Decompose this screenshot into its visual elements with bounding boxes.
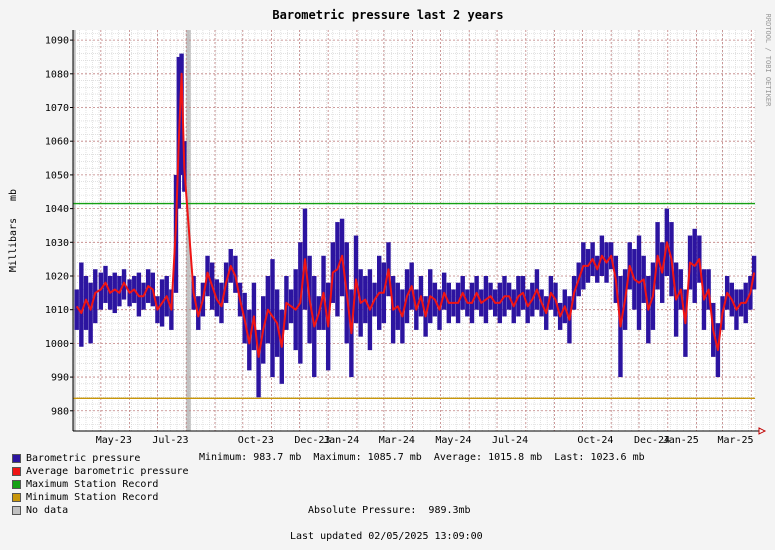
legend-swatch: [12, 506, 21, 515]
x-tick-label: Jul-23: [152, 435, 188, 446]
last-value: 1023.6 mb: [590, 452, 645, 463]
last-updated-label: Last updated: [290, 531, 363, 542]
legend-label: Barometric pressure: [26, 453, 141, 464]
pressure-range-bar: [83, 275, 89, 330]
absolute-pressure-value: 989.3mb: [428, 505, 471, 516]
pressure-range-bar: [79, 262, 84, 347]
y-tick-label: 1060: [45, 137, 69, 148]
y-tick-labels: 980 990 1000 1010 1020 1030 1040 1050 1060 1070 10…: [45, 36, 73, 417]
pressure-chart: Barometric pressure last 2 years Milliba…: [8, 8, 772, 446]
legend-swatch: [12, 467, 21, 476]
watermark: RRDTOOL / TOBI OETIKER: [764, 14, 772, 108]
y-axis-label: Millibars: [8, 218, 19, 272]
legend: Barometric pressure Average barometric p…: [12, 452, 189, 517]
legend-item-pressure: Barometric pressure: [12, 452, 189, 465]
x-tick-label: May-24: [435, 435, 471, 446]
pressure-range-bar: [88, 282, 93, 344]
legend-item-average: Average barometric pressure: [12, 465, 189, 478]
y-tick-label: 1070: [45, 103, 69, 114]
y-tick-label: 980: [51, 406, 69, 417]
legend-label: Minimum Station Record: [26, 492, 159, 503]
y-tick-label: 1040: [45, 204, 69, 215]
x-tick-label: Dec-23: [294, 435, 330, 446]
y-tick-label: 1050: [45, 170, 69, 181]
average-pressure-line: [75, 72, 756, 358]
summary-stats: Minimum: 983.7 mb Maximum: 1085.7 mb Ave…: [199, 452, 645, 463]
maximum-label: Maximum:: [313, 452, 362, 463]
y-tick-label: 1090: [45, 36, 69, 47]
x-tick-label: Jul-24: [492, 435, 528, 446]
maximum-value: 1085.7 mb: [367, 452, 422, 463]
x-tick-label: Jan-24: [323, 435, 359, 446]
axes: [72, 30, 767, 435]
x-tick-label: Jan-25: [663, 435, 699, 446]
y-tick-label: 1030: [45, 238, 69, 249]
x-tick-label: Oct-23: [238, 435, 274, 446]
x-tick-label: Mar-24: [379, 435, 415, 446]
y-tick-label: 1020: [45, 271, 69, 282]
legend-swatch: [12, 480, 21, 489]
pressure-range-bar: [256, 329, 261, 398]
x-tick-label: Dec-24: [634, 435, 670, 446]
legend-item-max-record: Maximum Station Record: [12, 478, 189, 491]
last-updated: Last updated 02/05/2025 13:09:00: [290, 531, 483, 542]
last-updated-value: 02/05/2025 13:09:00: [368, 531, 483, 542]
pressure-range-bar: [441, 272, 447, 310]
average-line: [75, 72, 756, 358]
x-tick-label: Mar-25: [717, 435, 753, 446]
absolute-pressure-label: Absolute Pressure:: [308, 505, 417, 516]
y-tick-label: 1080: [45, 69, 69, 80]
pressure-range-bar: [179, 53, 184, 175]
chart-title: Barometric pressure last 2 years: [272, 8, 503, 22]
pressure-range-bar: [74, 289, 79, 330]
y-tick-label: 990: [51, 373, 69, 384]
grid: [72, 30, 756, 431]
last-label: Last:: [554, 452, 585, 463]
legend-label: Maximum Station Record: [26, 479, 159, 490]
average-label: Average:: [433, 452, 483, 463]
x-axis-arrow: [758, 427, 767, 435]
minimum-label: Minimum:: [199, 452, 248, 463]
legend-item-no-data: No data: [12, 504, 189, 517]
x-tick-label: May-23: [96, 435, 132, 446]
pressure-range-bar: [112, 272, 117, 314]
legend-label: No data: [26, 505, 69, 516]
legend-label: Average barometric pressure: [26, 466, 189, 477]
no-data-bands: [73, 30, 755, 431]
y-tick-label: 1000: [45, 339, 69, 350]
y-axis-unit: mb: [8, 189, 19, 201]
minimum-value: 983.7 mb: [253, 452, 302, 463]
legend-swatch: [12, 493, 21, 502]
absolute-pressure: Absolute Pressure: 989.3mb: [308, 505, 471, 516]
x-tick-label: Oct-24: [577, 435, 613, 446]
legend-swatch: [12, 454, 21, 463]
average-value: 1015.8 mb: [488, 452, 543, 463]
no-data-band: [73, 30, 76, 431]
y-tick-label: 1010: [45, 305, 69, 316]
legend-item-min-record: Minimum Station Record: [12, 491, 189, 504]
pressure-range-bar: [98, 272, 104, 310]
